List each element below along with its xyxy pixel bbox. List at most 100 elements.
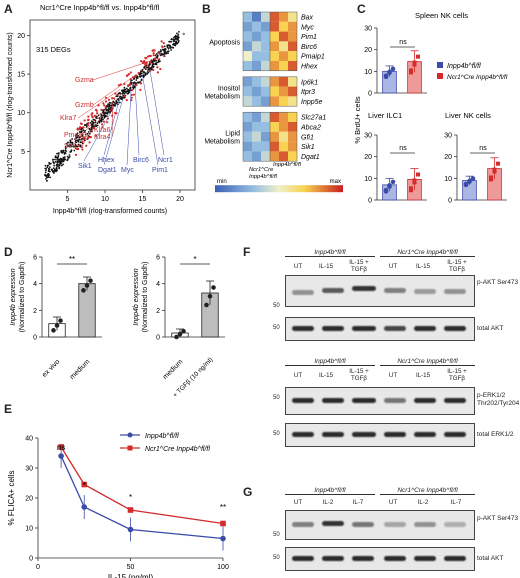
- f-lane-2: IL-15: [318, 263, 334, 270]
- scatter-point: [56, 169, 59, 172]
- f-lane-4: UT: [388, 263, 398, 270]
- scatter-point-deg: [116, 93, 119, 96]
- heatmap-gene-label: Pmaip1: [301, 54, 325, 61]
- scatter-point-deg: [96, 112, 99, 115]
- scatter-point: [146, 73, 149, 75]
- scatter-point: [57, 165, 59, 167]
- f2-lane-1: UT: [293, 372, 303, 379]
- scatter-point-deg: [145, 57, 148, 60]
- bar-ytick: 4: [33, 281, 37, 288]
- heatmap-cell: [279, 96, 288, 107]
- scatter-point: [64, 149, 67, 152]
- bar-ytick: 2: [33, 308, 37, 315]
- scatter-point: [71, 143, 74, 146]
- bar-ytick: 30: [444, 133, 452, 140]
- heatmap-cell: [252, 122, 261, 132]
- scatter-point: [102, 114, 105, 117]
- scatter-point: [151, 65, 154, 68]
- scatter-point: [87, 131, 90, 133]
- scatter-point: [56, 152, 58, 155]
- scatter-point: [45, 174, 48, 177]
- e-point: [81, 504, 88, 510]
- scatter-point-deg: [151, 49, 154, 52]
- scatter-point-deg: [81, 126, 85, 129]
- scatter-xtick: 15: [139, 196, 147, 203]
- bar-ytick: 20: [364, 154, 372, 161]
- scatter-point-deg: [130, 96, 133, 99]
- gene-label-blue: Ncr1: [158, 157, 173, 164]
- scatter-point: [144, 73, 147, 76]
- scatter-point-deg: [112, 97, 116, 100]
- e-point: [58, 453, 64, 459]
- e-ytick: 20: [25, 496, 33, 503]
- scatter-point-deg: [81, 148, 84, 151]
- heatmap-col1-label: Inpp4b^fl/fl: [249, 174, 278, 180]
- bar-ytick: 0: [368, 91, 372, 98]
- scatter-point: [146, 71, 149, 73]
- scatter-point: [91, 125, 94, 128]
- scatter-point: [62, 149, 65, 152]
- heatmap-cell: [243, 112, 252, 122]
- heatmap-panel: Bax Myc Pim1 Birc6 Pmaip1 Hhex Apoptosis Ip6k1 I…: [204, 10, 355, 240]
- e-sig-label: ns: [57, 443, 65, 452]
- panel-letter-f: F: [243, 245, 251, 259]
- scatter-point: [45, 169, 47, 172]
- scatter-point: [96, 124, 99, 127]
- heatmap-gene-label: Itpr3: [301, 89, 315, 96]
- heatmap-cell: [252, 31, 261, 42]
- scatter-point-deg: [159, 67, 162, 71]
- gene-label-red: Sell: [64, 143, 76, 150]
- scatter-point-deg: [130, 93, 133, 97]
- scatter-point: [174, 42, 177, 45]
- scatter-point-deg: [141, 61, 145, 64]
- gene-label-blue: Hhex: [98, 157, 115, 164]
- g-lane-6: IL-7: [450, 499, 462, 506]
- heatmap-cell: [243, 41, 252, 52]
- scatter-title: Ncr1^Cre Inpp4b^fl/fl vs. Inpp4b^fl/fl: [40, 3, 160, 12]
- scatter-point: [113, 101, 116, 104]
- bar-point: [412, 60, 417, 65]
- heatmap-col1-label: Ncr1^Cre: [249, 167, 274, 173]
- gene-label-blue: Birc6: [133, 157, 149, 164]
- scatter-point: [69, 144, 72, 147]
- scatter-point: [86, 132, 89, 135]
- scatter-point: [158, 60, 161, 63]
- scatter-point: [177, 38, 179, 41]
- scatter-point: [170, 38, 173, 41]
- scatter-point-deg: [152, 52, 155, 55]
- scatter-point: [176, 35, 179, 38]
- scatter-point-deg: [117, 84, 121, 87]
- scatter-point: [143, 71, 146, 74]
- d-ylabel-2b: (Normalized to Gapdh): [142, 262, 149, 333]
- heatmap-gene-label: Sik1: [301, 144, 315, 151]
- g-pakt-label: p-AKT Ser473: [477, 515, 519, 522]
- e-series-line: [60, 446, 224, 525]
- blot-total-erk-f: [285, 423, 475, 447]
- gene-label-blue: Sik1: [78, 163, 92, 170]
- e-xlabel: IL-15 (ng/ml): [108, 573, 154, 578]
- heatmap-cell: [288, 12, 297, 22]
- scatter-point-deg: [93, 114, 96, 117]
- scatter-point: [75, 141, 78, 144]
- scatter-point: [142, 74, 145, 77]
- f-geno2-top: Ncr1^Cre Inpp4b^fl/fl: [380, 249, 475, 257]
- gene-leader-line: [103, 95, 124, 166]
- brdu-ylabel: % BrdU+ cells: [355, 96, 362, 144]
- bar-point: [383, 187, 389, 193]
- bar: [78, 283, 96, 338]
- scatter-point: [94, 121, 97, 124]
- heatmap-cell: [243, 96, 252, 107]
- scatter-point: [77, 134, 80, 137]
- scatter-point: [92, 123, 94, 126]
- scatter-point-deg: [152, 54, 155, 57]
- scatter-point: [45, 177, 47, 180]
- bar-ytick: 0: [156, 335, 160, 342]
- scatter-point: [77, 140, 80, 143]
- scatter-point: [174, 37, 177, 40]
- scatter-point: [182, 32, 185, 36]
- f-pakt-label: p-AKT Ser473: [477, 279, 519, 286]
- bar-ytick: 6: [33, 255, 37, 262]
- scatter-point-deg: [148, 69, 151, 73]
- heatmap: Bax Myc Pim1 Birc6 Pmaip1 Hhex Apoptosis Ip6k1 I…: [204, 11, 343, 193]
- heatmap-cell: [288, 86, 297, 97]
